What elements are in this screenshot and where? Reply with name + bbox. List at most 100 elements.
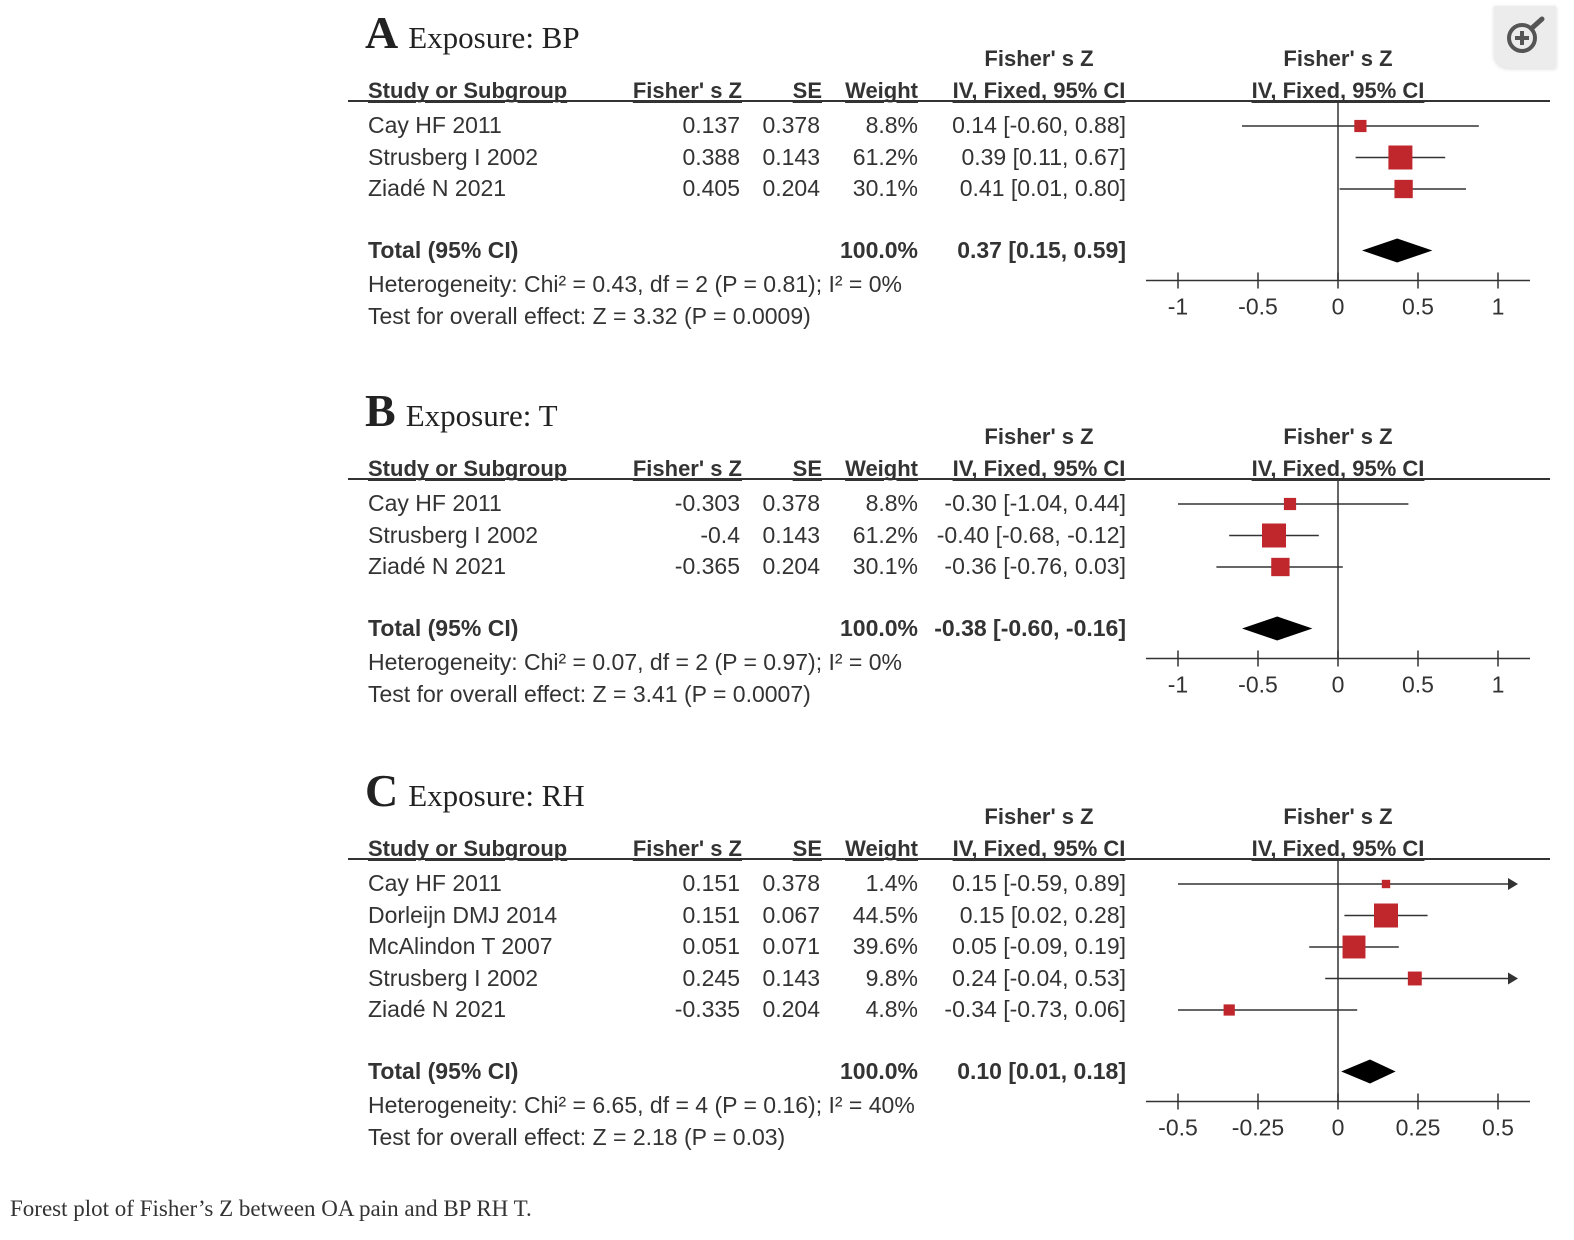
study-fishers-z: -0.4 [700,521,740,548]
panel-title: B Exposure: T [365,384,558,437]
x-tick-label: 1 [1492,672,1505,698]
study-name: Cay HF 2011 [368,490,502,516]
plot-header-bottom: IV, Fixed, 95% CI [1251,456,1425,481]
header-rule [348,100,1550,102]
study-fishers-z: 0.137 [682,112,740,138]
total-label: Total (95% CI) [368,236,519,263]
total-weight: 100.0% [839,614,918,641]
study-name: Cay HF 2011 [368,870,502,896]
total-ci: -0.38 [-0.60, -0.16] [934,614,1126,641]
study-fishers-z: -0.335 [674,996,740,1022]
study-weight: 8.8% [865,112,918,138]
header-rule [348,858,1550,860]
study-weight: 30.1% [852,553,918,579]
study-ci: -0.30 [-1.04, 0.44] [944,490,1126,516]
study-ci: -0.40 [-0.68, -0.12] [936,521,1126,548]
study-ci: -0.36 [-0.76, 0.03] [944,553,1126,579]
x-tick-label: 0 [1332,672,1345,698]
study-ci: 0.24 [-0.04, 0.53] [952,964,1126,991]
plot-header-top: Fisher' s Z [1283,46,1393,71]
study-name: Ziadé N 2021 [368,553,507,579]
total-weight: 100.0% [839,236,918,263]
col-header-study: Study or Subgroup [368,836,568,861]
study-marker [1374,903,1398,928]
x-tick-label: -1 [1168,294,1188,320]
study-weight: 30.1% [852,175,918,201]
study-fishers-z: -0.303 [674,490,740,516]
forest-plot: -1 -0.5 0 0.5 1 [1146,100,1530,320]
zoom-in-icon [1507,16,1545,53]
study-se: 0.378 [762,870,820,896]
study-weight: 1.4% [865,870,918,896]
forest-plot: -0.5 -0.25 0 0.25 0.5 [1146,858,1530,1141]
heterogeneity-text: Heterogeneity: Chi² = 6.65, df = 4 (P = … [368,1091,915,1118]
col-header-fishers-z: Fisher' s Z [632,78,742,103]
total-diamond [1362,238,1433,263]
overall-effect-text: Test for overall effect: Z = 2.18 (P = 0… [368,1123,786,1150]
overall-effect-text: Test for overall effect: Z = 3.32 (P = 0… [368,302,811,329]
col-header-ci-top: Fisher' s Z [984,46,1094,71]
study-weight: 8.8% [865,490,918,516]
panel-exposure-title: Exposure: T [405,398,558,433]
x-tick-label: -0.5 [1238,672,1278,698]
col-header-ci-bottom: IV, Fixed, 95% CI [952,78,1126,103]
study-se: 0.378 [762,490,820,516]
col-header-study: Study or Subgroup [368,78,568,103]
col-header-weight: Weight [845,78,918,103]
panel-letter: A [365,7,399,58]
study-se: 0.143 [762,521,820,548]
study-fishers-z: 0.151 [682,870,740,896]
panel-letter: B [365,385,396,436]
x-tick-label: -0.25 [1232,1115,1284,1141]
x-tick-label: -0.5 [1238,294,1278,320]
study-name: Strusberg I 2002 [368,143,539,170]
study-ci: 0.39 [0.11, 0.67] [961,143,1126,170]
study-fishers-z: 0.405 [682,175,740,201]
study-name: McAlindon T 2007 [368,933,553,959]
panel-title: C Exposure: RH [365,764,585,817]
study-fishers-z: 0.151 [682,901,740,928]
col-header-ci-bottom: IV, Fixed, 95% CI [952,836,1126,861]
x-tick-label: 0.5 [1402,294,1434,320]
study-name: Dorleijn DMJ 2014 [368,901,558,928]
study-se: 0.378 [762,112,820,138]
col-header-study: Study or Subgroup [368,456,568,481]
study-name: Strusberg I 2002 [368,521,539,548]
figure-caption: Forest plot of Fisher’s Z between OA pai… [10,1196,532,1221]
study-marker [1381,879,1391,889]
total-ci: 0.37 [0.15, 0.59] [957,236,1126,263]
study-weight: 39.6% [852,933,918,959]
plot-header-bottom: IV, Fixed, 95% CI [1251,78,1425,103]
study-marker [1262,523,1286,548]
study-ci-arrow [1508,878,1518,890]
x-tick-label: -1 [1168,672,1188,698]
col-header-se: SE [792,456,822,481]
total-weight: 100.0% [839,1057,918,1084]
study-weight: 61.2% [852,143,918,170]
study-marker [1354,119,1367,133]
x-tick-label: 0 [1332,1115,1345,1141]
study-ci: 0.15 [0.02, 0.28] [959,901,1126,928]
heterogeneity-text: Heterogeneity: Chi² = 0.43, df = 2 (P = … [368,270,902,297]
x-tick-label: 0.5 [1402,672,1434,698]
study-ci: 0.41 [0.01, 0.80] [959,175,1126,201]
total-diamond [1341,1059,1396,1084]
study-ci-arrow [1508,972,1518,985]
heterogeneity-text: Heterogeneity: Chi² = 0.07, df = 2 (P = … [368,648,902,675]
study-name: Cay HF 2011 [368,112,502,138]
panel-exposure-title: Exposure: RH [408,778,585,813]
study-se: 0.204 [762,175,820,201]
study-name: Ziadé N 2021 [368,996,507,1022]
study-marker [1394,179,1413,199]
study-weight: 4.8% [865,996,918,1022]
col-header-fishers-z: Fisher' s Z [632,836,742,861]
study-ci: 0.15 [-0.59, 0.89] [952,870,1126,896]
plot-header-top: Fisher' s Z [1283,424,1393,449]
study-marker [1271,557,1290,577]
zoom-button[interactable] [1494,6,1556,68]
panel-title: A Exposure: BP [365,6,580,59]
x-tick-label: 0.25 [1396,1115,1441,1141]
overall-effect-text: Test for overall effect: Z = 3.41 (P = 0… [368,680,811,707]
study-marker [1407,971,1422,986]
col-header-se: SE [792,78,822,103]
